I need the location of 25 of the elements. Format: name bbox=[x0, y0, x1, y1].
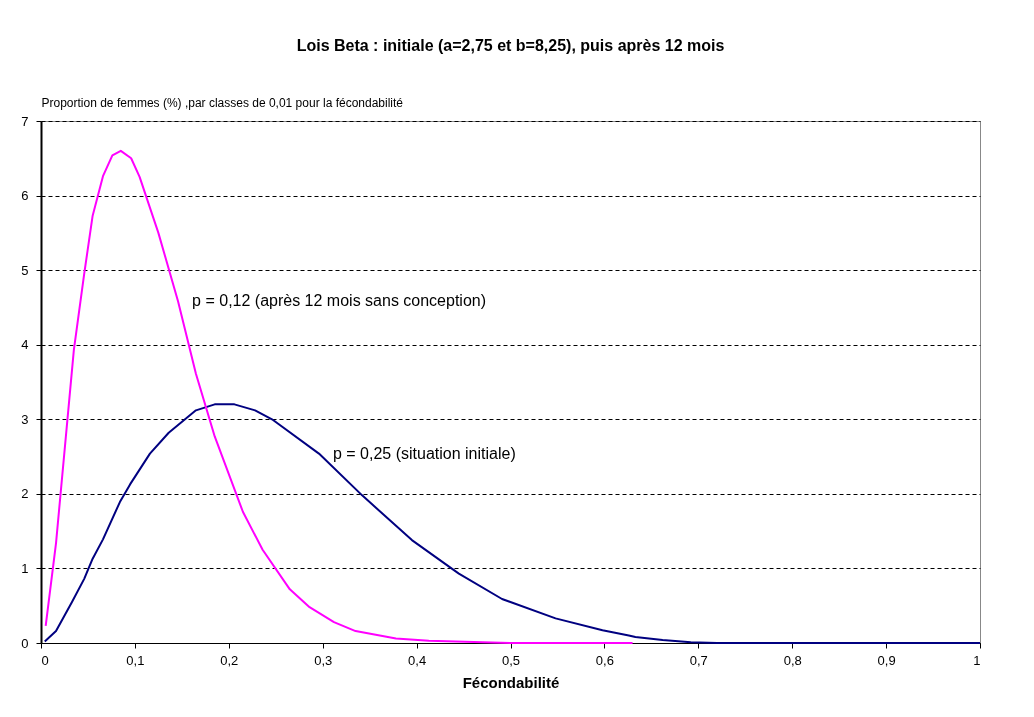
chart-title: Lois Beta : initiale (a=2,75 et b=8,25), puis après 12 mois bbox=[296, 37, 725, 54]
y-tick-label: 2 bbox=[21, 486, 29, 502]
y-tick-label: 1 bbox=[21, 560, 29, 576]
series-label: p = 0,12 (après 12 mois sans conception) bbox=[192, 292, 487, 310]
y-tick-label: 5 bbox=[21, 262, 29, 278]
y-tick-label: 6 bbox=[21, 188, 29, 204]
x-tick-label: 0,6 bbox=[595, 652, 614, 668]
x-tick-label: 0 bbox=[41, 652, 49, 668]
x-tick-label: 0,8 bbox=[783, 652, 802, 668]
x-tick-label: 0,1 bbox=[126, 652, 145, 668]
y-axis-title: Proportion de femmes (%) ,par classes de 0,01 pour la fécondabilité bbox=[41, 95, 404, 110]
line-series bbox=[44, 149, 634, 644]
y-tick-label: 4 bbox=[21, 337, 29, 353]
x-tick-label: 1 bbox=[973, 652, 981, 668]
y-tick-label: 7 bbox=[21, 113, 29, 129]
y-tick-label: 0 bbox=[21, 635, 29, 651]
x-tick-label: 0,3 bbox=[314, 652, 333, 668]
x-axis-title: Fécondabilité bbox=[462, 673, 560, 691]
x-tick-label: 0,5 bbox=[501, 652, 521, 668]
x-tick-label: 0,9 bbox=[877, 652, 896, 668]
x-tick-label: 0,4 bbox=[408, 652, 427, 668]
series-label: p = 0,25 (situation initiale) bbox=[332, 444, 516, 462]
x-tick-label: 0,2 bbox=[220, 652, 239, 668]
x-tick-label: 0,7 bbox=[689, 652, 708, 668]
y-tick-label: 3 bbox=[21, 411, 29, 427]
